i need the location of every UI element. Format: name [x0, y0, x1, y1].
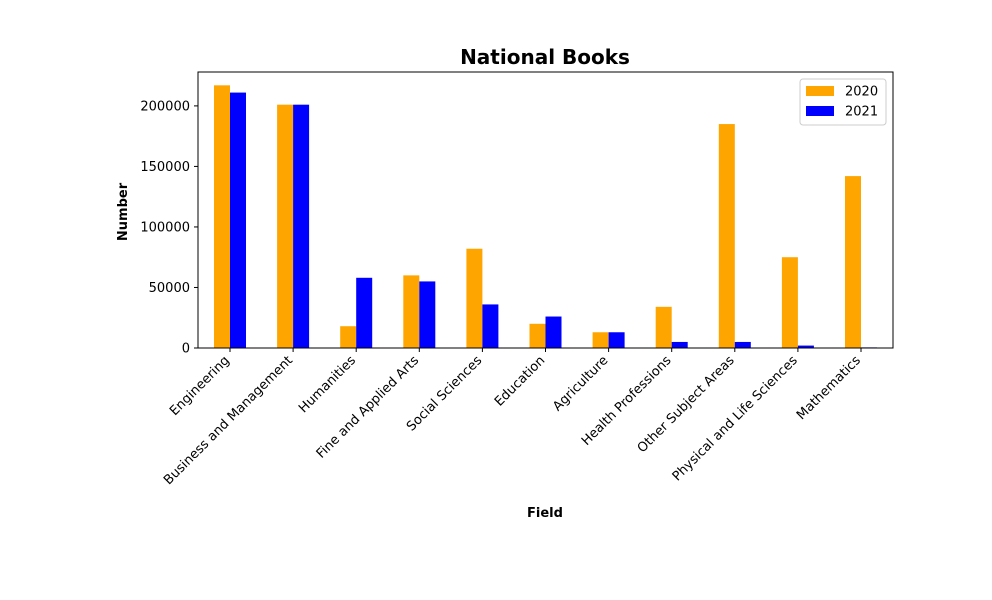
bar-2021-3 — [419, 281, 436, 348]
bar-2021-9 — [797, 345, 814, 348]
bar-2020-9 — [781, 257, 798, 348]
bar-2021-5 — [545, 316, 562, 348]
bar-2020-1 — [277, 104, 294, 349]
bar-2020-10 — [845, 176, 861, 348]
y-axis-label: Number — [116, 182, 131, 241]
y-tick-label: 150000 — [140, 160, 190, 175]
x-axis-label: Field — [527, 506, 563, 521]
bar-2020-3 — [403, 275, 420, 348]
x-tick-label: Education — [492, 353, 548, 409]
bar-2021-6 — [608, 332, 625, 348]
legend-swatch-2020 — [806, 86, 834, 96]
bar-2020-7 — [655, 306, 672, 348]
legend-label: 2021 — [845, 105, 878, 120]
legend-label: 2020 — [845, 85, 878, 100]
bar-2020-4 — [466, 248, 483, 348]
chart-title: National Books — [460, 45, 630, 69]
y-tick-label: 50000 — [149, 281, 190, 296]
x-tick-label: Engineering — [167, 353, 233, 419]
x-tick-label: Business and Management — [161, 353, 296, 488]
bar-2021-0 — [230, 92, 246, 348]
legend-swatch-2021 — [806, 106, 834, 116]
bar-2021-1 — [293, 104, 310, 349]
bar-2020-2 — [340, 326, 357, 348]
bar-2020-8 — [718, 124, 735, 348]
y-tick-label: 100000 — [140, 220, 190, 235]
bar-2020-5 — [529, 323, 546, 348]
legend: 2020 2021 — [799, 78, 887, 126]
x-tick-label: Agriculture — [550, 353, 611, 414]
x-tick-label: Physical and Life Sciences — [670, 353, 801, 484]
x-tick-label: Mathematics — [794, 353, 864, 423]
bar-2021-4 — [482, 304, 499, 348]
bars-group — [214, 85, 877, 349]
bar-2021-2 — [356, 277, 373, 348]
y-axis-ticks: 0 50000 100000 150000 200000 — [140, 99, 198, 357]
x-tick-label: Fine and Applied Arts — [314, 353, 422, 461]
bar-2021-7 — [671, 341, 688, 348]
bar-2020-6 — [592, 332, 609, 348]
x-tick-label: Humanities — [296, 353, 359, 416]
y-tick-label: 200000 — [140, 99, 190, 114]
bar-2020-0 — [214, 85, 230, 348]
y-tick-label: 0 — [182, 342, 190, 357]
bar-2021-8 — [734, 341, 751, 348]
